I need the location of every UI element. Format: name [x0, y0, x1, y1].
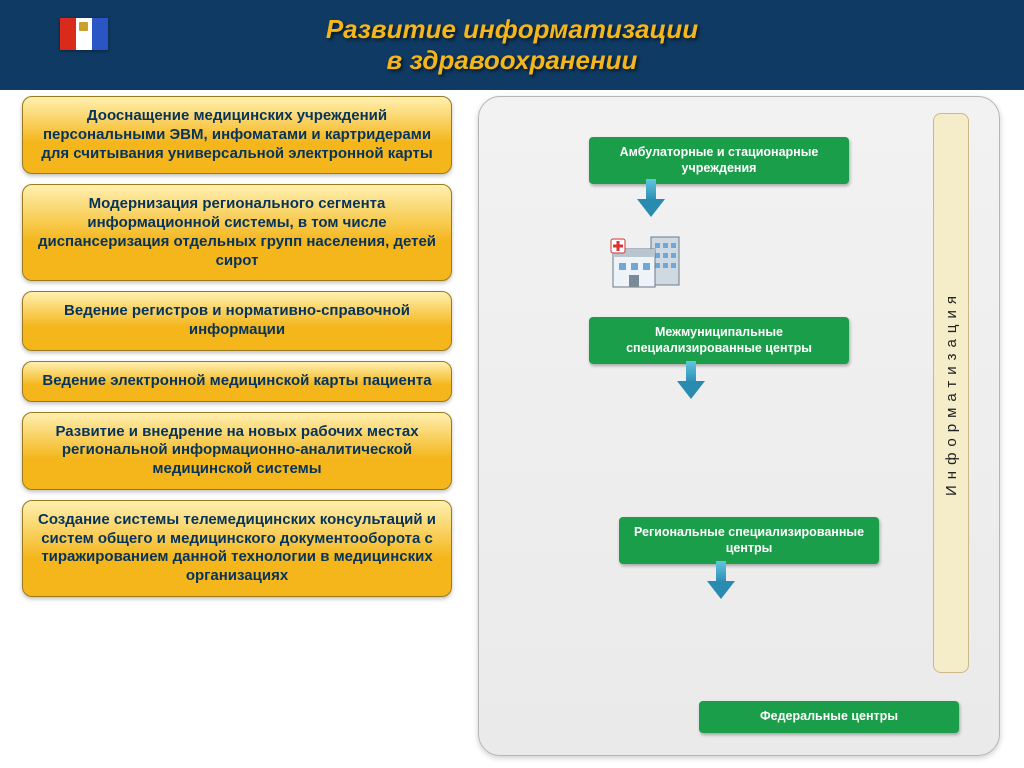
info-box-2: Модернизация регионального сегмента инфо… [22, 184, 452, 281]
info-box-1: Дооснащение медицинских учреждений персо… [22, 96, 452, 174]
flag-stripe-white [76, 18, 92, 50]
region-flag-icon [60, 18, 108, 50]
vertical-label-bar: Информатизация [933, 113, 969, 673]
hospital-icon [609, 233, 689, 293]
title-line-2: в здравоохранении [326, 45, 698, 76]
vertical-label-text: Информатизация [943, 290, 960, 496]
content-area: Дооснащение медицинских учреждений персо… [0, 90, 1024, 768]
title-line-1: Развитие информатизации [326, 14, 698, 45]
flow-box-federal: Федеральные центры [699, 701, 959, 733]
arrow-down-icon [639, 179, 663, 217]
flow-box-outpatient: Амбулаторные и стационарные учреждения [589, 137, 849, 184]
left-column: Дооснащение медицинских учреждений персо… [22, 96, 452, 597]
right-panel: Информатизация Амбулаторные и стационарн… [478, 96, 1000, 756]
flag-stripe-blue [92, 18, 108, 50]
page-title: Развитие информатизации в здравоохранени… [326, 14, 698, 76]
flow-box-regional: Региональные специализированные центры [619, 517, 879, 564]
flow-box-intermunicipal: Межмуниципальные специализированные цент… [589, 317, 849, 364]
header: Развитие информатизации в здравоохранени… [0, 0, 1024, 90]
info-box-6: Создание системы телемедицинских консуль… [22, 500, 452, 597]
arrow-down-icon [679, 361, 703, 399]
flag-stripe-red [60, 18, 76, 50]
info-box-4: Ведение электронной медицинской карты па… [22, 361, 452, 402]
info-box-5: Развитие и внедрение на новых рабочих ме… [22, 412, 452, 490]
arrow-down-icon [709, 561, 733, 599]
info-box-3: Ведение регистров и нормативно-справочно… [22, 291, 452, 351]
